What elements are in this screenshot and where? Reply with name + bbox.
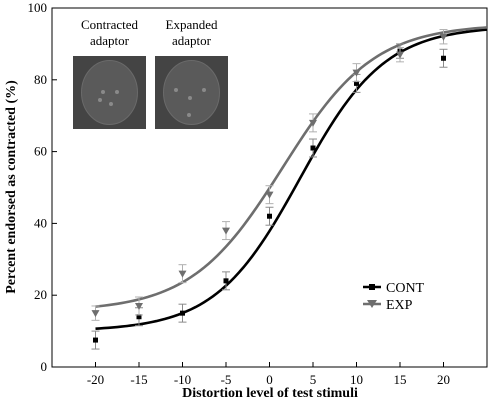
face-feature-dot [115, 90, 119, 94]
face-outline [81, 60, 138, 125]
legend-label: CONT [386, 281, 425, 296]
axes: -20 -15 -10 -5 0 5 10 15 20 0 20 40 60 80 100 [28, 0, 488, 387]
face-feature-dot [188, 96, 192, 100]
data-point-cont [91, 330, 100, 350]
triangle-marker [309, 119, 317, 127]
face-feature-dot [98, 98, 102, 102]
fit-curve-exp [95, 26, 488, 308]
triangle-marker [135, 302, 143, 310]
data-point-exp [352, 63, 361, 83]
data-point-cont [222, 271, 230, 291]
x-axis-title: Distortion level of test stimuli [182, 386, 358, 401]
square-marker [223, 278, 229, 284]
contracted-adaptor-image [73, 56, 146, 129]
y-tick-label: 100 [28, 0, 48, 15]
square-marker [441, 55, 446, 61]
data-point-exp [439, 29, 448, 45]
x-tick-label: 0 [266, 372, 273, 387]
data-point-exp [91, 305, 100, 321]
data-point-exp [265, 185, 274, 205]
face-feature-dot [101, 90, 105, 94]
data-marks [91, 29, 448, 350]
face-feature-dot [174, 88, 178, 92]
face-feature-dot [187, 113, 191, 117]
data-point-exp [178, 264, 187, 284]
triangle-marker [91, 310, 100, 318]
data-point-exp [396, 46, 404, 63]
face-outline [163, 60, 220, 125]
legend-triangle-marker [367, 300, 377, 308]
data-point-cont [439, 48, 448, 68]
x-tick-label: 10 [350, 372, 363, 387]
x-tick-label: -5 [221, 372, 232, 387]
x-tick-label: -10 [174, 372, 191, 387]
inset-label-line: adaptor [90, 33, 130, 48]
square-marker [180, 310, 185, 316]
inset-label-line: adaptor [172, 33, 212, 48]
x-tick-label: -20 [87, 372, 104, 387]
inset-label-line: Expanded [166, 17, 218, 32]
data-point-exp [135, 296, 143, 316]
inset-label: Contracted adaptor [81, 17, 139, 48]
x-tick-label: 20 [437, 372, 450, 387]
y-tick-label: 20 [34, 287, 47, 302]
triangle-marker [396, 51, 404, 59]
data-point-cont [178, 303, 187, 323]
square-marker [354, 80, 359, 86]
x-tick-label: 15 [394, 372, 407, 387]
triangle-marker [222, 227, 230, 235]
legend-label: EXP [386, 298, 413, 313]
inset-label-line: Contracted [81, 17, 139, 32]
square-marker [310, 145, 316, 151]
fit-curves [95, 26, 488, 330]
face-feature-dot [202, 88, 206, 92]
face-feature-dot [109, 102, 113, 106]
fit-curve-cont [95, 28, 488, 330]
y-tick-label: 80 [34, 72, 47, 87]
x-tick-label: -15 [130, 372, 147, 387]
data-point-cont [309, 138, 317, 158]
square-marker [136, 314, 142, 320]
y-tick-label: 0 [41, 359, 48, 374]
y-tick-label: 60 [34, 144, 47, 159]
data-point-cont [265, 206, 274, 226]
triangle-marker [265, 191, 274, 199]
x-tick-label: 5 [310, 372, 317, 387]
y-tick-label: 40 [34, 215, 47, 230]
square-marker [267, 213, 272, 219]
triangle-marker [178, 270, 187, 278]
inset-label: Expanded adaptor [166, 17, 218, 48]
legend: CONT EXP [363, 281, 425, 313]
y-axis-title: Percent endorsed as contracted (%) [4, 80, 19, 294]
triangle-marker [352, 69, 361, 77]
triangle-marker [439, 33, 448, 41]
square-marker [93, 337, 98, 343]
expanded-adaptor-image [155, 56, 228, 129]
data-point-exp [222, 221, 230, 241]
data-point-exp [309, 113, 317, 133]
legend-square-marker [369, 284, 375, 290]
